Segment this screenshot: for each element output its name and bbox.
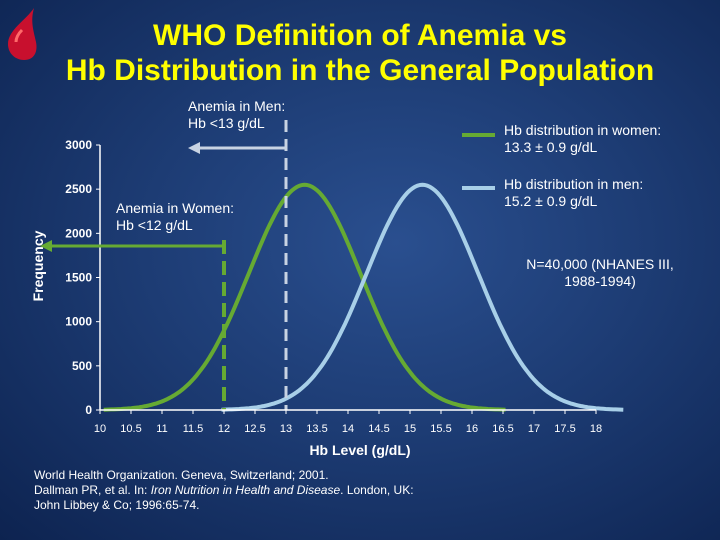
women-threshold-line-1: Anemia in Women: [116, 200, 235, 216]
citation-book-title: Iron Nutrition in Health and Disease [150, 483, 341, 497]
x-tick-label: 15 [404, 423, 416, 435]
x-tick-label: 11.5 [183, 423, 204, 435]
y-tick-label: 2500 [65, 182, 92, 196]
y-tick-label: 500 [72, 359, 92, 373]
x-tick-label: 12.5 [244, 423, 265, 435]
citation-line-1: World Health Organization. Geneva, Switz… [34, 468, 329, 482]
x-axis-label: Hb Level (g/dL) [309, 442, 411, 458]
x-tick-label: 13 [280, 423, 292, 435]
citation-line-2-suffix: . London, UK: [340, 483, 414, 497]
men-dist-line-1: Hb distribution in men: [504, 176, 644, 192]
x-tick-label: 14.5 [368, 423, 389, 435]
x-tick-label: 10.5 [120, 423, 141, 435]
women-distribution-label: Hb distribution in women: 13.3 ± 0.9 g/d… [504, 122, 661, 156]
x-tick-label: 13.5 [306, 423, 327, 435]
y-tick-label: 1000 [65, 315, 92, 329]
men-threshold-line-1: Anemia in Men: [188, 98, 286, 114]
women-threshold-label: Anemia in Women: Hb <12 g/dL [116, 200, 234, 234]
women-threshold-arrow-head [40, 240, 52, 252]
sample-line-2: 1988-1994) [564, 273, 636, 289]
women-dist-line-1: Hb distribution in women: [504, 122, 662, 138]
x-tick-label: 17 [528, 423, 540, 435]
x-tick-label: 15.5 [430, 423, 451, 435]
sample-line-1: N=40,000 (NHANES III, [526, 256, 674, 272]
citation-line-3: John Libbey & Co; 1996:65-74. [34, 498, 200, 512]
citation: World Health Organization. Geneva, Switz… [34, 468, 414, 513]
x-tick-label: 12 [218, 423, 230, 435]
sample-size-label: N=40,000 (NHANES III, 1988-1994) [500, 256, 700, 290]
y-tick-label: 2000 [65, 226, 92, 240]
x-tick-label: 14 [342, 423, 354, 435]
x-tick-label: 10 [94, 423, 106, 435]
x-tick-label: 17.5 [554, 423, 575, 435]
men-distribution-label: Hb distribution in men: 15.2 ± 0.9 g/dL [504, 176, 643, 210]
men-threshold-label: Anemia in Men: Hb <13 g/dL [188, 98, 285, 132]
men-threshold-arrow-head [188, 142, 200, 154]
x-tick-label: 16 [466, 423, 478, 435]
blood-drop-icon [8, 8, 37, 60]
title-line-2: Hb Distribution in the General Populatio… [65, 54, 655, 87]
women-dist-line-2: 13.3 ± 0.9 g/dL [504, 139, 598, 155]
women-threshold-line-2: Hb <12 g/dL [116, 217, 193, 233]
men-distribution-curve [221, 182, 624, 412]
women-distribution-curve [103, 182, 506, 412]
x-tick-label: 11 [156, 423, 167, 435]
y-tick-label: 3000 [65, 138, 92, 152]
citation-line-2-prefix: Dallman PR, et al. In: [34, 483, 151, 497]
men-dist-line-2: 15.2 ± 0.9 g/dL [504, 193, 598, 209]
y-tick-label: 1500 [65, 271, 92, 285]
title-line-1: WHO Definition of Anemia vs [153, 19, 567, 52]
page-title: WHO Definition of Anemia vs Hb Distribut… [0, 18, 720, 88]
y-tick-label: 0 [85, 403, 92, 417]
x-tick-label: 18 [590, 423, 602, 435]
x-tick-label: 16.5 [492, 423, 513, 435]
men-threshold-line-2: Hb <13 g/dL [188, 115, 265, 131]
citation-line-2: Dallman PR, et al. In: Iron Nutrition in… [34, 483, 414, 498]
